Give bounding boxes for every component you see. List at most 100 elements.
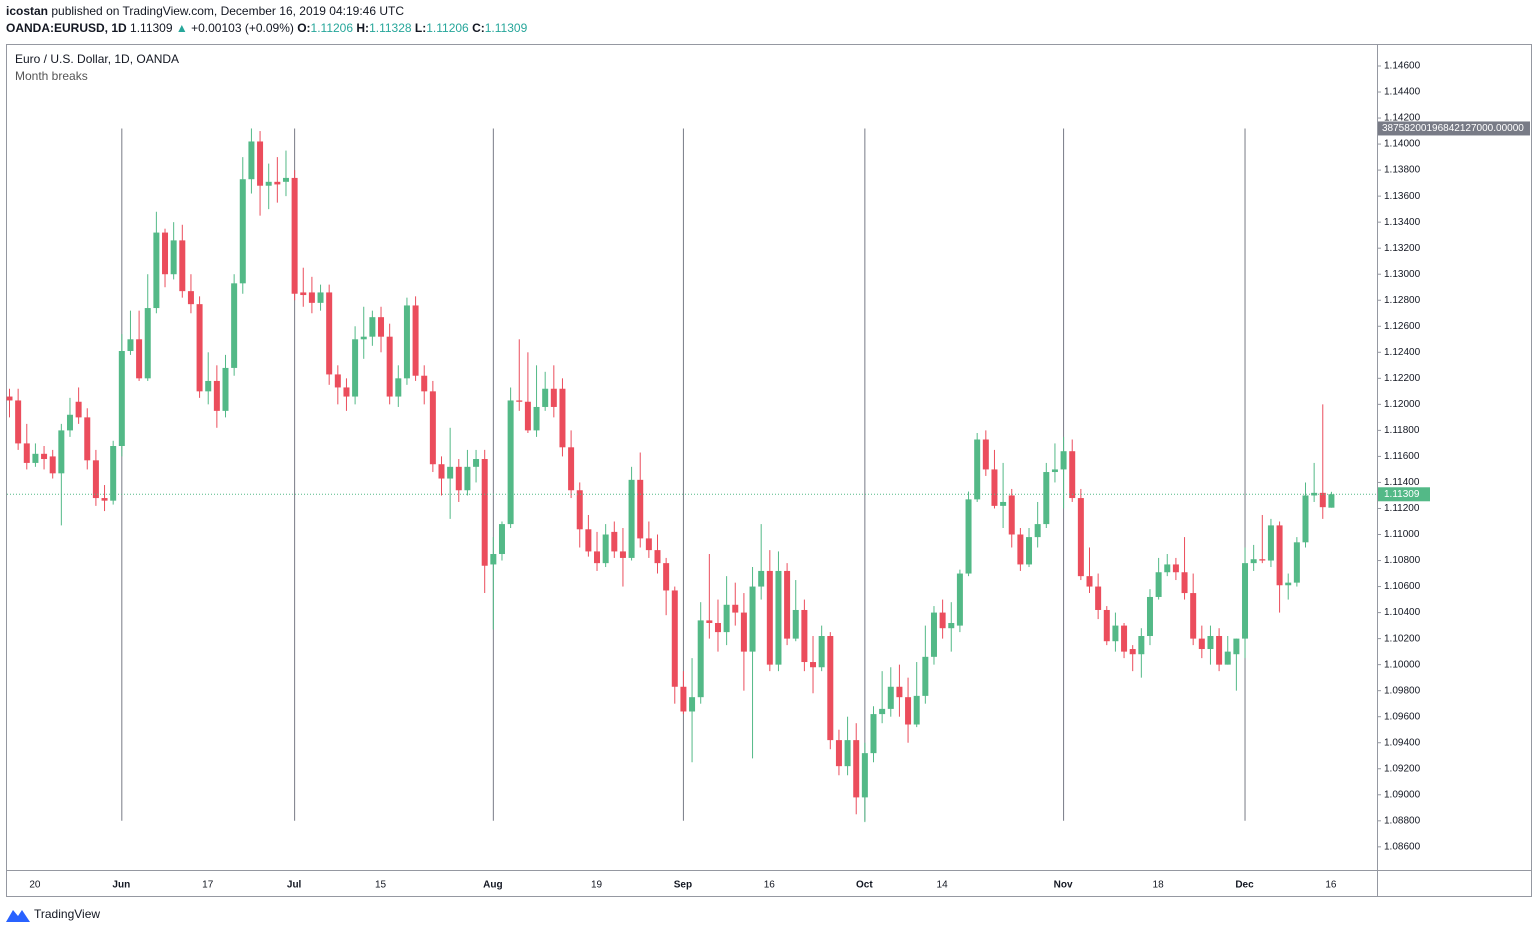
candle-body bbox=[732, 604, 739, 613]
candle-body bbox=[619, 551, 626, 558]
y-tick-label: 1.11600 bbox=[1384, 451, 1420, 462]
candle-body bbox=[1043, 472, 1050, 525]
candle-body bbox=[568, 447, 575, 491]
candle-body bbox=[153, 232, 160, 309]
candle-body bbox=[896, 686, 903, 698]
candle-body bbox=[1155, 572, 1162, 597]
header-line: icostan published on TradingView.com, De… bbox=[6, 4, 404, 18]
candle-body bbox=[41, 453, 48, 460]
candle-body bbox=[1328, 494, 1335, 508]
y-tick-label: 1.08800 bbox=[1384, 815, 1421, 826]
candle-body bbox=[162, 232, 169, 275]
candle-body bbox=[1242, 563, 1249, 639]
candle-body bbox=[196, 304, 203, 392]
candle-body bbox=[464, 466, 471, 491]
candle-body bbox=[645, 538, 652, 551]
candle-body bbox=[110, 446, 117, 501]
candle-body bbox=[1259, 559, 1266, 561]
candle-body bbox=[905, 697, 912, 725]
candle-body bbox=[308, 292, 315, 303]
candle-body bbox=[205, 380, 212, 392]
candle-body bbox=[58, 430, 65, 474]
logo: TradingView bbox=[6, 907, 100, 922]
candle-body bbox=[447, 466, 454, 479]
c-label: C: bbox=[472, 21, 485, 35]
candle-body bbox=[948, 622, 955, 629]
candle-body bbox=[498, 524, 505, 555]
candle-body bbox=[75, 401, 82, 418]
candle-body bbox=[792, 609, 799, 639]
candle-body bbox=[1172, 564, 1179, 573]
x-tick-label: Nov bbox=[1054, 880, 1073, 891]
candle-body bbox=[265, 181, 272, 186]
candle-body bbox=[66, 414, 73, 431]
candle-body bbox=[1086, 576, 1093, 587]
candle-body bbox=[403, 305, 410, 379]
candle-body bbox=[654, 550, 661, 564]
candle-body bbox=[628, 479, 635, 558]
y-tick-label: 1.10200 bbox=[1384, 633, 1421, 644]
x-tick-label: 19 bbox=[591, 880, 603, 891]
candle-body bbox=[922, 656, 929, 696]
candle-body bbox=[231, 283, 238, 368]
candle-body bbox=[723, 604, 730, 633]
candle-body bbox=[1121, 625, 1128, 652]
candle-body bbox=[706, 620, 713, 623]
candle-body bbox=[144, 308, 151, 379]
y-tick-label: 1.14200 bbox=[1384, 113, 1421, 124]
candle-body bbox=[801, 609, 808, 663]
y-tick-label: 1.11800 bbox=[1384, 425, 1420, 436]
l-label: L: bbox=[415, 21, 426, 35]
candle-body bbox=[136, 339, 143, 379]
candle-body bbox=[1293, 542, 1300, 583]
arrow: ▲ bbox=[176, 21, 188, 35]
candle-body bbox=[956, 573, 963, 626]
candle-body bbox=[680, 686, 687, 712]
candle-body bbox=[343, 387, 350, 397]
logo-icon bbox=[6, 910, 30, 922]
x-tick-label: 15 bbox=[375, 880, 387, 891]
candle-body bbox=[1276, 525, 1283, 586]
candle-body bbox=[879, 708, 886, 715]
candle-body bbox=[991, 469, 998, 506]
y-tick-label: 1.12800 bbox=[1384, 295, 1421, 306]
l-value: 1.11206 bbox=[426, 21, 469, 35]
candle-body bbox=[594, 551, 601, 564]
candle-body bbox=[421, 375, 428, 392]
candle-body bbox=[127, 339, 134, 352]
candle-body bbox=[766, 570, 773, 665]
last-price-bg bbox=[1378, 487, 1430, 502]
x-tick-label: Aug bbox=[483, 880, 502, 891]
candle-body bbox=[360, 336, 367, 340]
x-tick-label: Jun bbox=[112, 880, 130, 891]
y-tick-label: 1.09400 bbox=[1384, 737, 1421, 748]
candle-body bbox=[930, 612, 937, 657]
y-tick-label: 1.13200 bbox=[1384, 243, 1421, 254]
y-tick-label: 1.09800 bbox=[1384, 685, 1421, 696]
candle-body bbox=[352, 339, 359, 397]
candle-body bbox=[542, 388, 549, 407]
candle-body bbox=[412, 305, 419, 376]
candle-body bbox=[861, 753, 868, 798]
x-tick-label: 17 bbox=[202, 880, 214, 891]
y-tick-label: 1.09600 bbox=[1384, 711, 1421, 722]
symbol-line: OANDA:EURUSD, 1D 1.11309 ▲ +0.00103 (+0.… bbox=[6, 21, 528, 35]
candle-body bbox=[15, 400, 22, 444]
candle-body bbox=[429, 391, 436, 465]
plot bbox=[6, 128, 1377, 823]
candle-body bbox=[438, 464, 445, 479]
candle-body bbox=[32, 453, 39, 463]
x-tick-label: 14 bbox=[937, 880, 949, 891]
candle-body bbox=[213, 380, 220, 411]
candle-body bbox=[179, 240, 186, 292]
indicator-label-bg bbox=[1378, 121, 1530, 136]
candle-body bbox=[1319, 492, 1326, 508]
o-label: O: bbox=[297, 21, 310, 35]
candle-body bbox=[101, 498, 108, 501]
candle-body bbox=[810, 662, 817, 668]
candle-body bbox=[1224, 651, 1231, 665]
o-value: 1.11206 bbox=[311, 21, 354, 35]
candle-body bbox=[1069, 451, 1076, 499]
candle-body bbox=[170, 240, 177, 275]
x-tick-label: Dec bbox=[1235, 880, 1254, 891]
